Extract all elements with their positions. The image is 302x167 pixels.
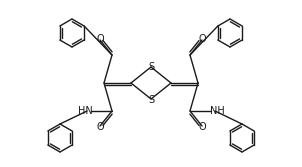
Text: S: S: [148, 61, 154, 71]
Text: S: S: [148, 95, 154, 105]
Text: HN: HN: [78, 106, 92, 116]
Text: O: O: [96, 34, 104, 44]
Text: O: O: [198, 122, 206, 132]
Text: O: O: [198, 34, 206, 44]
Text: NH: NH: [210, 106, 224, 116]
Text: O: O: [96, 122, 104, 132]
